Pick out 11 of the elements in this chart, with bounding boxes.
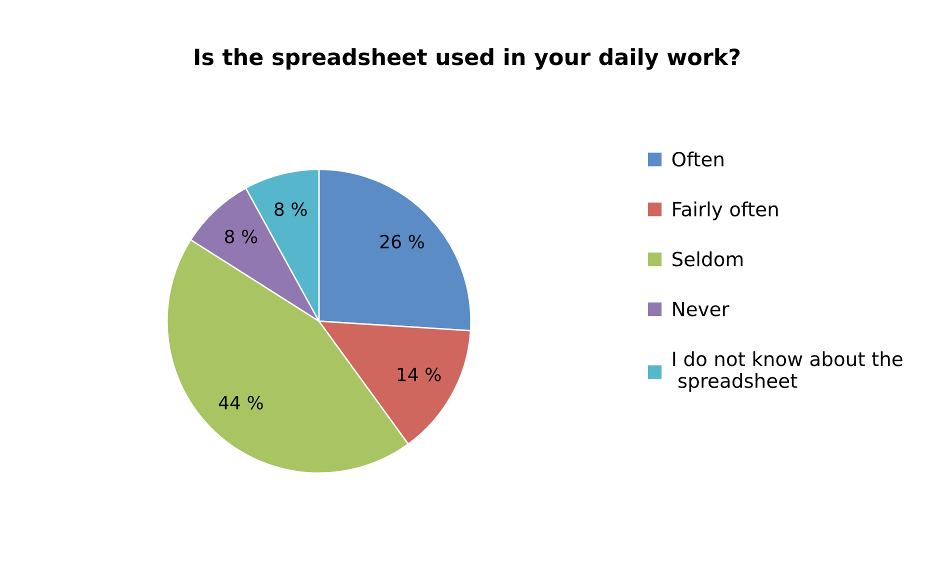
legend-label: Often xyxy=(672,152,724,167)
legend-label: Never xyxy=(673,302,730,316)
data-label: 44 % xyxy=(218,396,263,410)
chart-title: Is the spreadsheet used in your daily work? xyxy=(195,48,740,70)
data-label: 8 % xyxy=(225,230,258,244)
legend-label: Fairly often xyxy=(673,201,778,220)
data-label: 8 % xyxy=(274,202,307,216)
data-label: 14 % xyxy=(398,368,441,382)
legend-label: Seldom xyxy=(672,251,743,266)
legend-label: I do not know about the spreadsheet xyxy=(673,351,902,392)
data-label: 26 % xyxy=(380,234,424,248)
